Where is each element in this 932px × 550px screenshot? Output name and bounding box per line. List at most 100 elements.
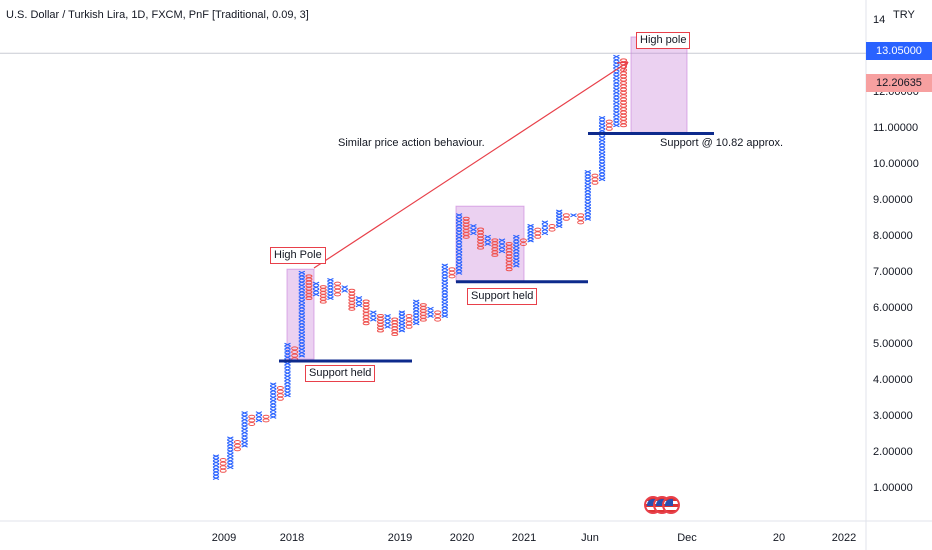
pnf-o-mark bbox=[376, 325, 384, 330]
pnf-o-mark bbox=[362, 302, 370, 307]
pnf-x-mark bbox=[298, 325, 306, 329]
pnf-x-mark bbox=[455, 235, 463, 240]
pnf-x-mark bbox=[269, 405, 277, 410]
pnf-x-mark bbox=[555, 212, 563, 217]
pnf-o-mark bbox=[305, 277, 313, 282]
annotation-support-held-2[interactable]: Support held bbox=[467, 288, 538, 305]
pnf-x-mark bbox=[441, 314, 449, 319]
pnf-x-mark bbox=[384, 321, 391, 326]
pnf-o-mark bbox=[605, 126, 613, 131]
pnf-o-mark bbox=[605, 119, 613, 124]
pnf-o-mark bbox=[376, 316, 384, 321]
annotation-similar-behaviour[interactable]: Similar price action behaviour. bbox=[338, 137, 485, 149]
pnf-x-column bbox=[298, 270, 306, 358]
pnf-x-mark bbox=[598, 177, 606, 182]
pnf-o-mark bbox=[419, 303, 427, 307]
pnf-o-mark bbox=[391, 326, 399, 331]
pnf-o-mark bbox=[219, 457, 227, 463]
pnf-x-mark bbox=[227, 452, 234, 457]
pnf-x-mark bbox=[584, 191, 592, 196]
pnf-x-mark bbox=[284, 393, 291, 398]
pnf-x-mark bbox=[412, 312, 420, 316]
pnf-o-mark bbox=[319, 297, 327, 301]
pnf-o-mark bbox=[620, 94, 628, 98]
pnf-o-mark bbox=[233, 447, 241, 452]
pnf-o-column bbox=[391, 317, 399, 337]
y-tick-label: 10.00000 bbox=[873, 158, 919, 170]
pnf-x-mark bbox=[441, 288, 449, 293]
pnf-o-column bbox=[448, 267, 456, 279]
pnf-x-column bbox=[484, 234, 491, 247]
pnf-x-mark bbox=[598, 141, 606, 146]
pnf-o-column bbox=[591, 173, 599, 185]
pnf-o-mark bbox=[248, 414, 256, 419]
pnf-o-mark bbox=[505, 264, 513, 269]
pnf-x-mark bbox=[513, 250, 520, 255]
pnf-x-mark bbox=[513, 241, 520, 245]
annotation-high-pole-2[interactable]: High pole bbox=[636, 32, 691, 49]
pnf-x-mark bbox=[598, 164, 606, 169]
y-tick-label: 3.00000 bbox=[873, 410, 913, 422]
pnf-x-mark bbox=[441, 285, 449, 290]
annotation-high-pole[interactable]: High Pole bbox=[270, 247, 326, 264]
pnf-o-mark bbox=[376, 313, 384, 318]
pnf-o-mark bbox=[519, 241, 527, 247]
pnf-x-mark bbox=[241, 420, 248, 425]
pnf-o-mark bbox=[305, 290, 313, 294]
pnf-o-column bbox=[233, 439, 241, 452]
pnf-x-mark bbox=[598, 138, 606, 143]
y-tick-label: 6.00000 bbox=[873, 302, 913, 314]
pnf-x-mark bbox=[498, 241, 506, 247]
pnf-o-mark bbox=[620, 84, 628, 89]
pnf-x-mark bbox=[598, 167, 606, 172]
pnf-o-mark bbox=[605, 123, 613, 128]
pnf-o-mark bbox=[620, 120, 628, 124]
pnf-x-column bbox=[284, 342, 291, 398]
pnf-x-mark bbox=[613, 80, 620, 85]
pnf-x-mark bbox=[269, 385, 277, 390]
pnf-x-mark bbox=[441, 295, 449, 299]
pnf-o-mark bbox=[434, 310, 442, 315]
pnf-x-column bbox=[613, 54, 620, 128]
pnf-x-mark bbox=[412, 321, 420, 326]
pnf-x-mark bbox=[613, 71, 620, 75]
pnf-x-mark bbox=[398, 328, 406, 333]
pnf-x-mark bbox=[541, 220, 549, 225]
pnf-x-mark bbox=[541, 223, 549, 229]
x-tick-label: 2018 bbox=[280, 532, 304, 544]
pnf-x-mark bbox=[613, 110, 620, 115]
pnf-o-column bbox=[434, 310, 442, 322]
pnf-x-mark bbox=[441, 301, 449, 306]
pnf-o-mark bbox=[620, 90, 628, 95]
annotation-support-held[interactable]: Support held bbox=[305, 365, 376, 382]
pnf-x-mark bbox=[384, 324, 391, 329]
us-flag-icon[interactable] bbox=[662, 496, 680, 514]
annotation-support-approx[interactable]: Support @ 10.82 approx. bbox=[660, 137, 784, 149]
pnf-o-mark bbox=[620, 113, 628, 118]
pnf-o-mark bbox=[534, 227, 542, 232]
pnf-x-mark bbox=[241, 434, 248, 438]
pnf-x-mark bbox=[298, 289, 306, 294]
pnf-x-mark bbox=[613, 113, 620, 118]
pnf-o-mark bbox=[376, 319, 384, 324]
y-tick-label: 4.00000 bbox=[873, 374, 913, 386]
pnf-o-mark bbox=[620, 77, 628, 82]
pnf-o-mark bbox=[434, 317, 442, 322]
pnf-x-mark bbox=[513, 257, 520, 262]
pnf-x-mark bbox=[613, 90, 620, 95]
pnf-x-mark bbox=[412, 315, 420, 319]
pnf-o-column bbox=[620, 58, 628, 128]
pnf-x-mark bbox=[598, 171, 606, 175]
pnf-x-mark bbox=[312, 292, 320, 297]
pnf-o-column bbox=[477, 227, 485, 250]
pnf-x-mark bbox=[584, 185, 592, 190]
pnf-o-mark bbox=[505, 248, 513, 253]
pnf-x-mark bbox=[584, 182, 592, 187]
pnf-o-mark bbox=[548, 223, 556, 229]
pnf-x-mark bbox=[298, 286, 306, 291]
pnf-o-mark bbox=[548, 227, 556, 232]
pnf-o-mark bbox=[620, 103, 628, 108]
pnf-x-mark bbox=[441, 279, 449, 284]
pnf-x-mark bbox=[298, 350, 306, 355]
